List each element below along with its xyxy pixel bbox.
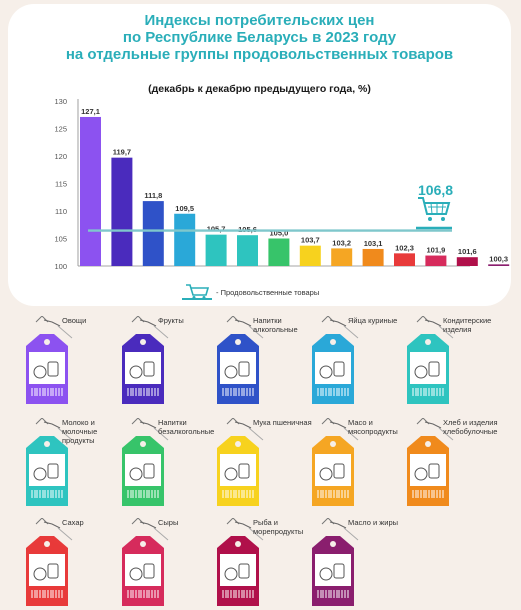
bar-1 (80, 116, 101, 266)
category-tag: Фрукты (118, 316, 214, 408)
bar-value-label: 103,1 (364, 239, 383, 248)
bar-value-label: 127,1 (81, 107, 100, 116)
bar-10 (362, 248, 384, 266)
bar-3 (142, 201, 164, 266)
bar-4 (174, 213, 196, 266)
y-tick-label: 125 (54, 125, 67, 134)
tag-label: Мука пшеничная (253, 418, 312, 427)
legend-label: - Продовольственные товары (216, 287, 320, 297)
bar-value-label: 102,3 (395, 243, 414, 252)
bar-2 (111, 157, 133, 266)
category-tag: Напитки алкогольные (213, 316, 309, 408)
bar-value-label: 119,7 (113, 148, 131, 157)
reference-value-label: 106,8 (418, 182, 454, 198)
y-tick-label: 115 (55, 180, 67, 189)
bar-9 (331, 248, 353, 266)
y-tick-label: 100 (54, 262, 67, 271)
category-tag: Яйца куриные (308, 316, 404, 408)
tag-label: Хлеб и изделия хлебобулочные (443, 418, 498, 436)
bar-7 (268, 238, 290, 266)
tag-label: Сахар (62, 518, 84, 527)
tag-label: Кондитерские изделия (443, 316, 492, 334)
category-tag: Напитки безалкогольные (118, 418, 214, 510)
bar-5 (205, 234, 227, 266)
category-tag: Сыры (118, 518, 214, 610)
category-tag: Молоко и молочные продукты (22, 418, 118, 510)
tag-label: Молоко и молочные продукты (62, 418, 98, 445)
price-tag-icon (122, 418, 169, 506)
price-tag-icon (217, 418, 264, 506)
bar-value-label: 109,5 (175, 204, 194, 213)
title-line-1: Индексы потребительских цен (144, 12, 375, 29)
bar-value-label: 105,0 (270, 229, 289, 238)
price-tag-icon (26, 316, 73, 404)
category-tag: Овощи (22, 316, 118, 408)
bar-8 (299, 245, 321, 266)
category-tags: Овощи Фрукты Напитки алкогольные Яйца курин… (0, 316, 521, 606)
shopping-cart-icon (416, 197, 452, 230)
shopping-cart-icon (182, 284, 212, 300)
bar-value-label: 103,7 (301, 236, 320, 245)
price-tag-icon (26, 418, 73, 506)
bar-value-label: 103,2 (332, 238, 351, 247)
tag-label: Напитки безалкогольные (158, 418, 215, 436)
legend: - Продовольственные товары (182, 282, 319, 302)
price-tag-icon (217, 518, 264, 606)
y-tick-label: 120 (54, 152, 67, 161)
bar-value-label: 101,6 (458, 247, 477, 256)
price-tag-icon (122, 316, 169, 404)
price-tag-icon (407, 316, 454, 404)
category-tag: Масло и жиры (308, 518, 404, 610)
tag-label: Напитки алкогольные (253, 316, 298, 334)
price-tag-icon (312, 418, 359, 506)
tag-label: Масо и мясопродукты (348, 418, 398, 436)
y-tick-label: 110 (55, 207, 67, 216)
category-tag: Масо и мясопродукты (308, 418, 404, 510)
tag-label: Овощи (62, 316, 87, 325)
price-tag-icon (217, 316, 264, 404)
chart-subtitle: (декабрь к декабрю предыдущего года, %) (148, 83, 371, 95)
category-tag: Хлеб и изделия хлебобулочные (403, 418, 499, 510)
price-tag-icon (312, 518, 359, 606)
y-tick-label: 130 (54, 97, 67, 106)
bar-value-label: 101,9 (427, 246, 446, 255)
bar-12 (425, 255, 447, 266)
category-tag: Кондитерские изделия (403, 316, 499, 408)
tag-label: Сыры (158, 518, 179, 527)
bar-14 (488, 264, 510, 266)
price-tag-icon (407, 418, 454, 506)
price-tag-icon (26, 518, 73, 606)
category-tag: Сахар (22, 518, 118, 610)
bar-value-label: 111,8 (144, 191, 162, 200)
tag-label: Рыба и морепродукты (253, 518, 304, 536)
y-tick-label: 105 (54, 235, 67, 244)
category-tag: Мука пшеничная (213, 418, 312, 510)
price-tag-icon (122, 518, 169, 606)
bar-value-label: 105,7 (207, 225, 226, 234)
bar-11 (394, 253, 415, 266)
tag-label: Яйца куриные (348, 316, 398, 325)
tag-label: Фрукты (158, 316, 184, 325)
category-tag: Рыба и морепродукты (213, 518, 309, 610)
bar-13 (456, 257, 478, 266)
tag-label: Масло и жиры (348, 518, 399, 527)
chart-title: Индексы потребительских цен по Республик… (8, 12, 511, 63)
bar-chart: 100 105 110 115 120 125 130 127,1 119,7 111,8 109,… (54, 97, 510, 271)
bar-value-label: 100,3 (489, 254, 508, 263)
title-line-3: на отдельные группы продовольственных то… (65, 46, 454, 63)
title-line-2: по Республике Беларусь в 2023 году (122, 29, 397, 46)
price-tag-icon (312, 316, 359, 404)
bar-6 (237, 235, 258, 266)
